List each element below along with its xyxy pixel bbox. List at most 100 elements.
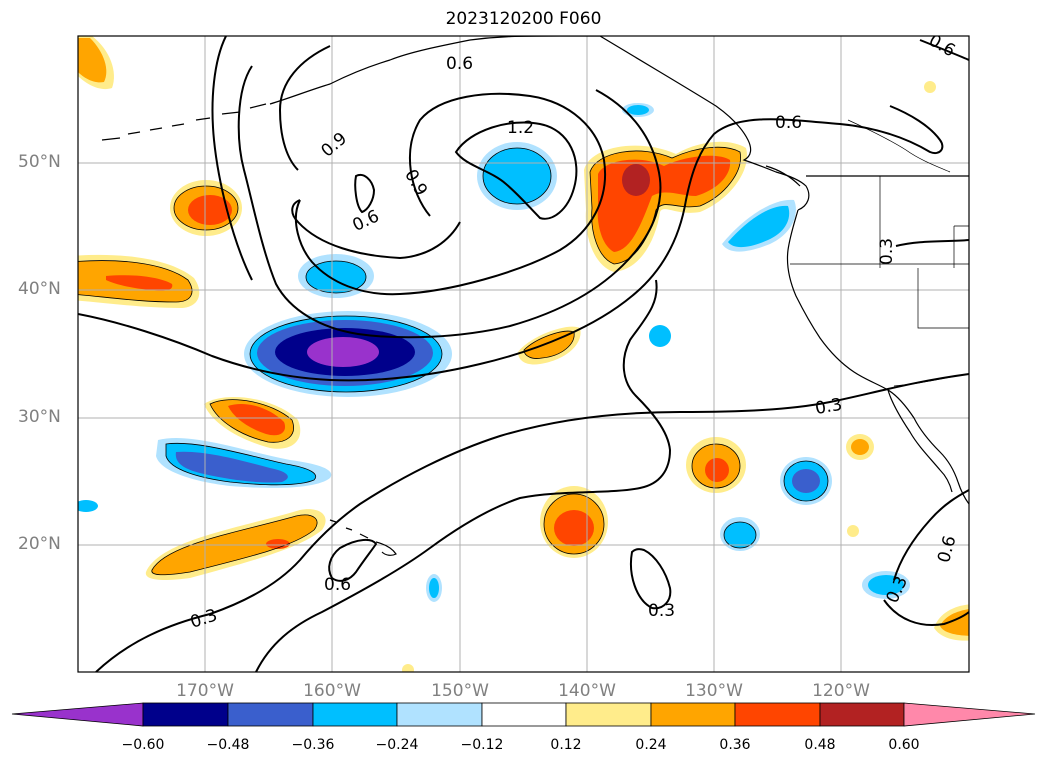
colorbar-tick-label: 0.36 [719, 737, 751, 753]
negative-anomaly-region [649, 325, 671, 347]
contour-line [630, 548, 672, 610]
anomaly-outline [691, 443, 741, 489]
colorbar-segment [565, 702, 652, 727]
colorbar-segment [819, 702, 905, 727]
contour-label: 0.6 [324, 575, 351, 595]
coastline [101, 103, 267, 141]
contour-line [354, 174, 376, 214]
positive-anomaly-region [78, 38, 107, 83]
colorbar-tick-label: −0.48 [206, 737, 250, 753]
anomaly-outline [482, 147, 552, 205]
anomaly-outline [165, 442, 316, 486]
latitude-label: 40°N [18, 279, 61, 299]
colorbar-tick-label: 0.24 [635, 737, 667, 753]
positive-anomaly-region [402, 664, 414, 672]
longitude-label: 120°W [812, 681, 870, 701]
contour-line [278, 45, 331, 171]
contour-line [328, 538, 378, 582]
positive-anomaly-region [847, 525, 859, 537]
contour-line [893, 489, 969, 581]
negative-anomaly-region [483, 148, 551, 204]
positive-anomaly-region [851, 439, 869, 455]
coastline [765, 165, 801, 187]
anomaly-outline-layer [78, 146, 829, 576]
negative-anomaly-region [792, 469, 820, 493]
colorbar-segment [312, 702, 398, 727]
negative-anomaly-region [728, 205, 790, 248]
contour-line [883, 599, 969, 626]
colorbar [11, 702, 1036, 727]
coastline [269, 36, 810, 211]
border-line [790, 176, 969, 329]
longitude-label: 130°W [685, 681, 743, 701]
longitude-label: 170°W [176, 681, 234, 701]
anomaly-outline [523, 330, 575, 359]
colorbar-segment [734, 702, 821, 727]
latitude-label: 30°N [18, 407, 61, 427]
longitude-label: 160°W [303, 681, 361, 701]
colorbar-segment [396, 702, 483, 727]
contour-line [255, 279, 672, 672]
map-frame [77, 35, 970, 673]
negative-anomaly-region [627, 105, 649, 115]
contour-label: 0.3 [814, 395, 844, 419]
colorbar-segment [142, 702, 229, 727]
negative-anomaly-region [429, 578, 439, 598]
map-field: 0.6 0.9 1.2 0.9 0.6 0.6 0.6 0.3 0.3 0.3 … [78, 30, 969, 672]
negative-anomaly-region [306, 261, 366, 293]
colorbar-tick-label: −0.12 [460, 737, 504, 753]
contour-line [895, 239, 969, 247]
colorbar-extend-max [903, 702, 1036, 727]
longitude-label: 150°W [431, 681, 489, 701]
latitude-label: 50°N [18, 152, 61, 172]
anomaly-outline [305, 260, 367, 294]
contour-line [291, 199, 461, 260]
contour-label: 0.3 [877, 238, 897, 265]
positive-anomaly-region [924, 81, 936, 93]
anomaly-outline [151, 514, 318, 576]
positive-anomaly-region [266, 539, 290, 549]
coastline [786, 209, 959, 483]
contour-line [95, 373, 969, 672]
contour-label: 0.3 [188, 605, 220, 632]
contour-label: 0.6 [925, 30, 958, 61]
anomaly-outline [723, 521, 757, 549]
anomaly-outline [543, 493, 605, 555]
anomaly-fill-layer [78, 36, 969, 672]
contour-layer [78, 36, 969, 672]
colorbar-segment [481, 702, 567, 727]
negative-anomaly-region [307, 337, 379, 367]
contour-line [211, 36, 253, 281]
graticule [78, 36, 969, 672]
contour-label: 0.6 [775, 113, 802, 133]
contour-label: 0.6 [446, 54, 473, 74]
contour-label: 0.6 [350, 206, 383, 236]
longitude-label: 140°W [558, 681, 616, 701]
colorbar-tick-label: 0.48 [804, 737, 836, 753]
contour-line [919, 39, 969, 61]
contour-label: 0.9 [400, 166, 431, 199]
anomaly-outline [173, 185, 239, 231]
colorbar-segment [227, 702, 314, 727]
positive-anomaly-region [705, 458, 729, 482]
colorbar-tick-label: 0.60 [888, 737, 920, 753]
anomaly-outline [249, 315, 443, 393]
contour-line [237, 65, 662, 339]
positive-anomaly-region [228, 403, 286, 436]
coastline [887, 389, 953, 493]
colorbar-extend-min [11, 702, 144, 727]
colorbar-tick-label: −0.36 [291, 737, 335, 753]
contour-label: 0.3 [648, 601, 675, 621]
positive-anomaly-region [188, 195, 232, 225]
anomaly-outline [783, 460, 829, 502]
coastline [957, 481, 969, 505]
contour-label: 1.2 [507, 118, 534, 138]
map-title: 2023120200 F060 [445, 9, 602, 29]
negative-anomaly-region [175, 451, 288, 483]
coastline [329, 519, 397, 556]
anomaly-outline [209, 399, 294, 443]
contour-line [295, 92, 607, 296]
positive-anomaly-region [622, 164, 650, 196]
colorbar-tick-label: 0.12 [550, 737, 582, 753]
